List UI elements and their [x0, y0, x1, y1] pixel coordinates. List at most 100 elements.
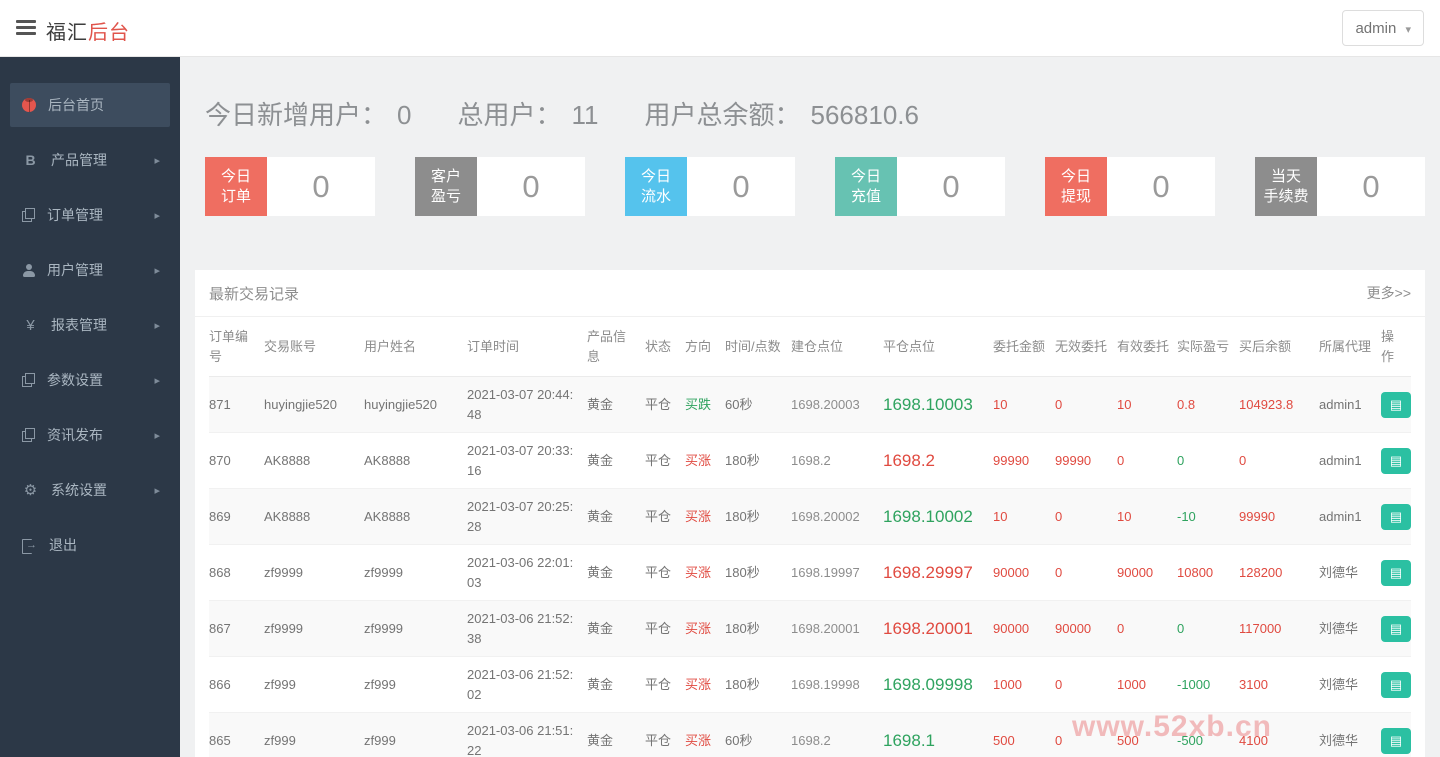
column-header: 建仓点位 — [791, 317, 883, 377]
cell-agent: admin1 — [1319, 452, 1362, 468]
order-detail-button[interactable]: ▤ — [1381, 671, 1411, 698]
stat-card-value: 0 — [1107, 157, 1215, 216]
chevron-right-icon: ▸ — [154, 154, 160, 167]
cell-product: 黄金 — [587, 452, 614, 468]
cell-op: ▤ — [1381, 433, 1411, 489]
params-icon — [22, 373, 35, 387]
cell-balance: 104923.8 — [1239, 396, 1294, 412]
cell-time: 2021-03-06 21:52:38 — [467, 611, 574, 646]
cell-amount: 90000 — [993, 564, 1030, 580]
cell-balance: 4100 — [1239, 732, 1268, 748]
table-header-row: 订单编号 交易账号 用户姓名 订单时间 产品信息 状态 方向 时间/点数 建仓点位 平仓点位 委托金… — [209, 317, 1411, 377]
cell-profit: 0 — [1177, 620, 1185, 636]
cell-invalid: 0 — [1055, 564, 1063, 580]
cell-valid: 10 — [1117, 396, 1132, 412]
sidebar-item-params[interactable]: 参数设置 ▸ — [10, 358, 170, 402]
table-row: 868 zf9999 zf9999 2021-03-06 22:01:03 黄金 平仓 买涨… — [209, 545, 1411, 601]
order-detail-button[interactable]: ▤ — [1381, 447, 1411, 474]
cell-agent: admin1 — [1319, 396, 1362, 412]
sidebar: 后台首页 B 产品管理 ▸ 订单管理 ▸ 用户管理 ▸ ¥ 报表管理 ▸ 参数设置 ▸ 资讯发布 ▸ ⚙ 系统设… — [0, 57, 180, 757]
cell-status: 平仓 — [645, 564, 672, 580]
order-detail-button[interactable]: ▤ — [1381, 727, 1411, 754]
cell-valid: 10 — [1117, 508, 1132, 524]
cell-agent: 刘德华 — [1319, 564, 1359, 580]
summary-new-users-value: 0 — [397, 100, 412, 130]
cell-direction: 买涨 — [685, 508, 712, 524]
sidebar-item-orders[interactable]: 订单管理 ▸ — [10, 193, 170, 237]
sidebar-item-ladybug[interactable]: 后台首页 — [10, 83, 170, 127]
cell-time: 2021-03-06 21:52:02 — [467, 667, 574, 702]
cell-op: ▤ — [1381, 713, 1411, 757]
panel-header: 最新交易记录 更多>> — [195, 270, 1425, 317]
sidebar-item-label: 参数设置 — [47, 372, 103, 388]
news-icon — [22, 428, 35, 442]
stat-card-value: 0 — [1317, 157, 1425, 216]
stat-card-label: 今日 提现 — [1045, 157, 1107, 216]
cell-duration: 180秒 — [725, 620, 760, 636]
sidebar-item-user[interactable]: 用户管理 ▸ — [10, 248, 170, 292]
order-detail-button[interactable]: ▤ — [1381, 391, 1411, 418]
user-menu-button[interactable]: admin ▾ — [1342, 10, 1424, 46]
cell-direction: 买涨 — [685, 564, 712, 580]
sidebar-item-gear[interactable]: ⚙ 系统设置 ▸ — [10, 468, 170, 512]
chevron-down-icon: ▾ — [1405, 23, 1411, 36]
summary-total-users-value: 11 — [571, 100, 599, 130]
table-row: 870 AK8888 AK8888 2021-03-07 20:33:16 黄金 平仓 买涨… — [209, 433, 1411, 489]
chevron-right-icon: ▸ — [154, 374, 160, 387]
column-header: 产品信息 — [587, 317, 645, 377]
summary-total-users: 总用户： 11 — [457, 95, 598, 132]
cell-account: zf9999 — [264, 564, 304, 580]
cell-profit: -500 — [1177, 732, 1204, 748]
chevron-right-icon: ▸ — [154, 264, 160, 277]
cell-duration: 180秒 — [725, 508, 760, 524]
gear-icon: ⚙ — [23, 481, 38, 499]
cell-close_point: 1698.20001 — [883, 618, 973, 638]
table-body: 871 huyingjie520 huyingjie520 2021-03-07 20… — [209, 376, 1411, 757]
cell-time: 2021-03-06 21:51:22 — [467, 723, 574, 757]
column-header: 订单时间 — [467, 317, 587, 377]
summary-total-balance: 用户总余额： 566810.6 — [645, 95, 919, 132]
table-row: 869 AK8888 AK8888 2021-03-07 20:25:28 黄金 平仓 买涨… — [209, 488, 1411, 545]
cell-account: zf999 — [264, 676, 296, 692]
menu-toggle-icon[interactable] — [16, 20, 36, 36]
order-detail-button[interactable]: ▤ — [1381, 503, 1411, 530]
cell-direction: 买涨 — [685, 452, 712, 468]
cell-name: zf999 — [364, 676, 396, 692]
cell-name: huyingjie520 — [364, 396, 438, 412]
cell-profit: -10 — [1177, 508, 1196, 524]
cell-id: 869 — [209, 508, 231, 524]
cell-open_point: 1698.20003 — [791, 396, 860, 412]
cell-valid: 0 — [1117, 452, 1125, 468]
cell-invalid: 0 — [1055, 676, 1063, 692]
cell-duration: 180秒 — [725, 452, 760, 468]
stat-card: 今日 订单 0 — [205, 157, 375, 216]
cell-product: 黄金 — [587, 564, 614, 580]
cell-profit: 10800 — [1177, 564, 1214, 580]
cell-time: 2021-03-06 22:01:03 — [467, 555, 574, 590]
order-detail-button[interactable]: ▤ — [1381, 615, 1411, 642]
cell-balance: 3100 — [1239, 676, 1268, 692]
cell-account: zf999 — [264, 732, 296, 748]
sidebar-item-bitcoin[interactable]: B 产品管理 ▸ — [10, 138, 170, 182]
sidebar-item-label: 用户管理 — [47, 262, 103, 278]
chevron-right-icon: ▸ — [154, 429, 160, 442]
latest-trades-panel: 最新交易记录 更多>> 订单编号 交易账号 用户姓名 订单时间 产品信息 状态 方向 时间/点… — [195, 270, 1425, 757]
cell-status: 平仓 — [645, 452, 672, 468]
order-detail-button[interactable]: ▤ — [1381, 559, 1411, 586]
sidebar-item-news[interactable]: 资讯发布 ▸ — [10, 413, 170, 457]
stat-card-value: 0 — [267, 157, 375, 216]
cell-time: 2021-03-07 20:33:16 — [467, 443, 574, 478]
column-header: 实际盈亏 — [1177, 317, 1239, 377]
cell-close_point: 1698.10003 — [883, 394, 973, 414]
sidebar-item-yen[interactable]: ¥ 报表管理 ▸ — [10, 303, 170, 347]
user-icon — [22, 263, 35, 277]
summary-new-users: 今日新增用户： 0 — [205, 95, 411, 132]
sidebar-item-logout[interactable]: 退出 — [10, 523, 170, 567]
cell-agent: 刘德华 — [1319, 732, 1359, 748]
more-link[interactable]: 更多>> — [1366, 285, 1411, 301]
summary-total-balance-label: 用户总余额： — [644, 100, 801, 130]
cell-op: ▤ — [1381, 489, 1411, 545]
column-header: 方向 — [685, 317, 725, 377]
cell-id: 871 — [209, 396, 231, 412]
cell-close_point: 1698.1 — [883, 730, 935, 750]
